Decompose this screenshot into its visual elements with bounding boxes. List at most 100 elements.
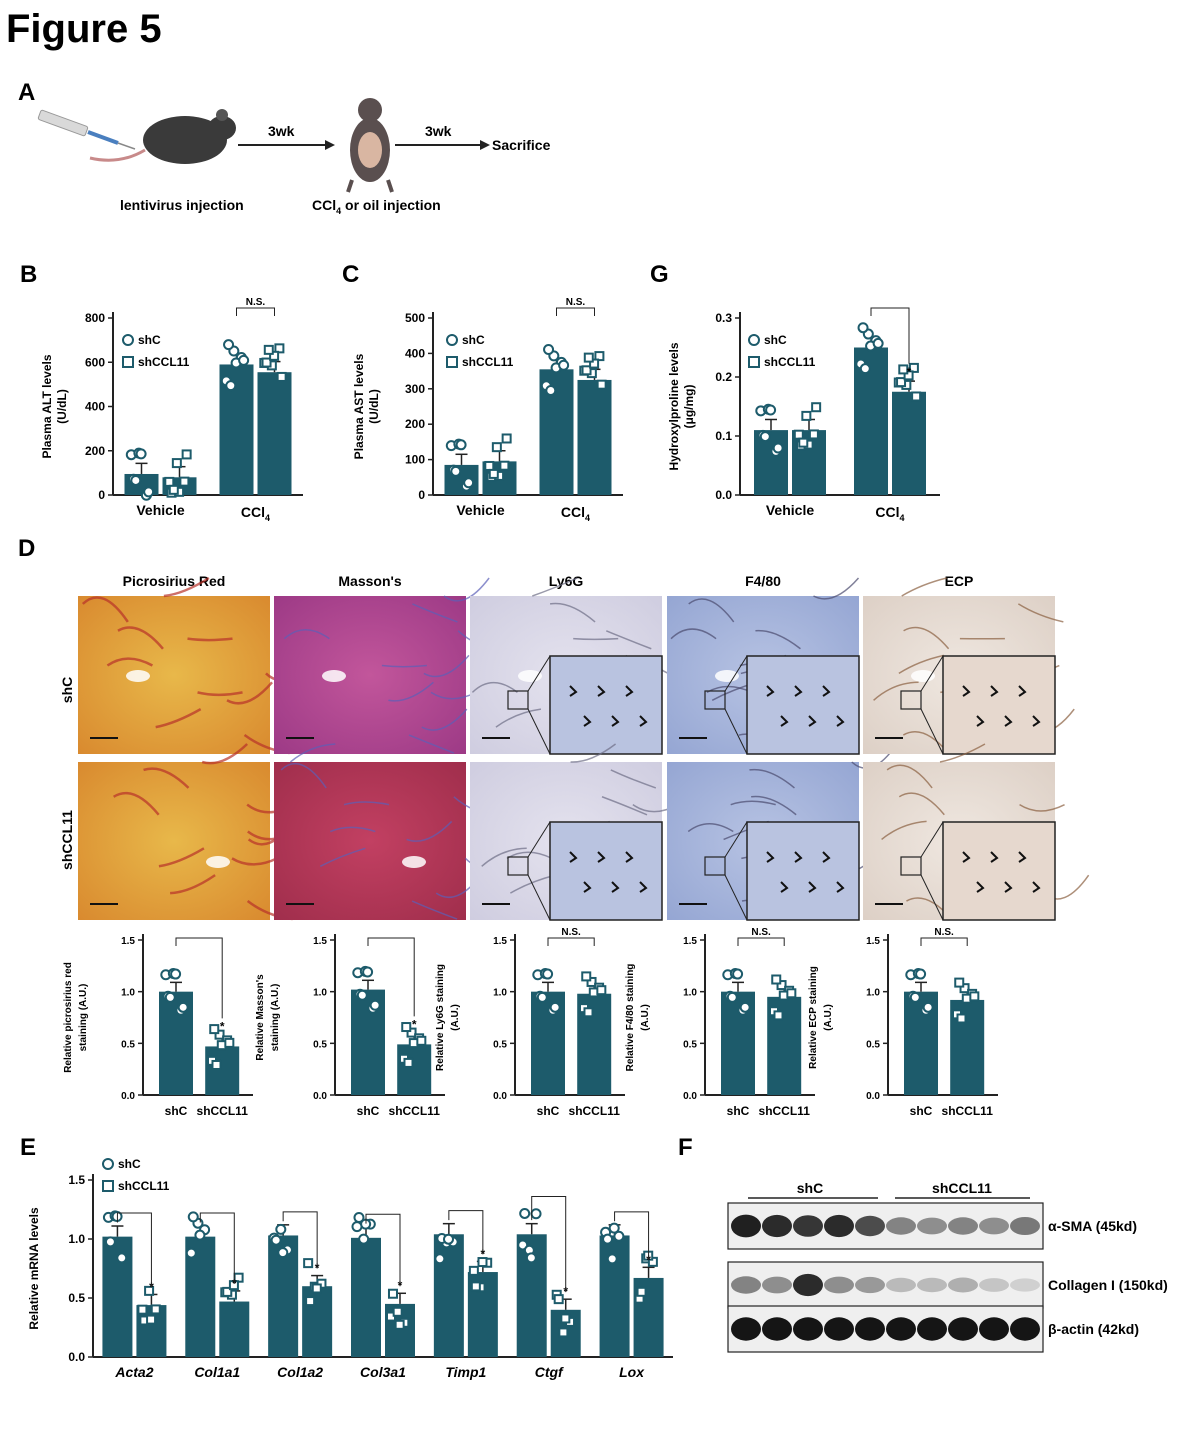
legend-label-shc: shC (764, 333, 787, 347)
data-point (739, 1001, 751, 1013)
y-axis-label: (μg/mg) (682, 384, 696, 428)
arrowhead-marker (808, 881, 817, 893)
x-tick-label: shCCL11 (389, 1104, 441, 1118)
tissue-fiber (751, 795, 797, 816)
y-tick-label: 0.5 (683, 1039, 697, 1050)
micrograph-1-1 (274, 743, 511, 920)
data-point (543, 344, 555, 356)
data-point (261, 357, 272, 368)
vessel-lumen (518, 670, 542, 682)
tissue-fiber (170, 874, 216, 895)
data-point (211, 1059, 222, 1070)
tissue-fiber (939, 743, 986, 763)
tissue-fiber (901, 577, 947, 597)
data-point (104, 1236, 116, 1248)
stain-title-3: F4/80 (745, 573, 781, 589)
blot-band (824, 1276, 854, 1294)
tissue-fiber (231, 857, 278, 866)
data-point (351, 1221, 363, 1233)
chart-panel-d1: 0.0 0.5 1.0 1.5 Relative picrosirius red stai… (63, 934, 253, 1118)
tissue-fiber (898, 792, 945, 816)
x-tick-label: CCl4 (561, 504, 590, 523)
data-point (499, 460, 510, 471)
blot-band (948, 1277, 978, 1293)
tissue-fiber (749, 768, 795, 789)
y-tick-label: 0.0 (683, 1091, 697, 1102)
legend-marker-shccl11 (102, 1180, 114, 1192)
zoom-line (527, 821, 551, 858)
arrowhead-marker (1018, 685, 1027, 697)
data-point (969, 991, 980, 1002)
y-axis-label: Plasma AST levels (352, 353, 366, 459)
data-point (954, 977, 965, 988)
tissue-fiber (423, 654, 470, 678)
significance-bracket (531, 1196, 567, 1293)
data-point (181, 449, 192, 460)
y-tick-label: 1.0 (683, 988, 697, 999)
data-point (116, 1252, 128, 1264)
blot-band (762, 1317, 792, 1341)
y-tick-label: 1.0 (313, 988, 327, 999)
tissue-fiber (289, 743, 336, 763)
y-tick-label: 0.3 (715, 311, 732, 325)
y-axis-label: Relative mRNA levels (27, 1207, 41, 1330)
legend-marker-shc (102, 1158, 114, 1170)
y-axis-label: (U/dL) (55, 389, 69, 424)
y-tick-label: 1.5 (68, 1173, 85, 1187)
tissue-fiber (1017, 603, 1064, 623)
panel-e-letter: E (20, 1134, 36, 1161)
blot-band (1010, 1278, 1040, 1292)
blot-band (793, 1215, 823, 1237)
significance-bracket (175, 937, 223, 1019)
legend-label-shc: shC (138, 333, 161, 347)
data-point (772, 442, 784, 454)
arrowhead-marker (766, 851, 775, 863)
bar-single-1 (205, 1046, 240, 1095)
significance-bracket (236, 307, 275, 316)
y-axis-label: Hydroxylproline levels (667, 342, 681, 470)
blot-band (762, 1276, 792, 1294)
sacrifice-label: Sacrifice (492, 137, 551, 153)
data-point (558, 359, 570, 371)
data-point (185, 1247, 197, 1259)
data-point (455, 439, 467, 451)
y-tick-label: 0.2 (715, 370, 732, 384)
tissue-fiber (873, 681, 919, 701)
panel-g-letter: G (650, 261, 669, 288)
blot-label-0: α-SMA (45kd) (1048, 1218, 1137, 1234)
significance-label: N.S. (561, 927, 581, 938)
tissue-fiber (601, 796, 648, 816)
significance-bracket (367, 937, 415, 1017)
zoom-line (527, 874, 551, 921)
data-point (581, 971, 592, 982)
arrowhead-marker (822, 685, 831, 697)
tissue-fiber (280, 763, 327, 789)
micrograph-bg (274, 762, 466, 920)
chart-panel-c: C 0 100 200 300 400 500 Plasma AST levels (U/dL)… (342, 261, 623, 523)
data-point (276, 371, 287, 382)
arrowhead-marker (569, 685, 578, 697)
y-tick-label: 0.5 (493, 1039, 507, 1050)
significance-star: * (220, 1019, 225, 1033)
data-point (269, 350, 280, 361)
data-point (536, 991, 548, 1003)
legend-label-shccl11: shCCL11 (462, 355, 514, 369)
y-axis-label: Plasma ALT levels (40, 354, 54, 458)
tissue-fiber (443, 577, 490, 602)
legend-marker-shc (446, 334, 458, 346)
y-tick-label: 0.5 (121, 1039, 135, 1050)
data-point (484, 460, 495, 471)
zoom-region (507, 690, 529, 710)
data-point (560, 1313, 571, 1324)
y-tick-label: 400 (405, 346, 425, 360)
blot-label-2: β-actin (42kd) (1048, 1321, 1139, 1337)
chart-panel-d4: 0.0 0.5 1.0 1.5 Relative F4/80 staining (A.U.… (625, 927, 815, 1118)
data-point (263, 344, 274, 355)
y-tick-label: 0.0 (715, 488, 732, 502)
tissue-fiber (898, 654, 945, 675)
panel-d-letter: D (18, 535, 35, 562)
data-point (130, 474, 142, 486)
data-point (581, 365, 592, 376)
data-point (434, 1253, 446, 1265)
data-point (549, 1001, 561, 1013)
